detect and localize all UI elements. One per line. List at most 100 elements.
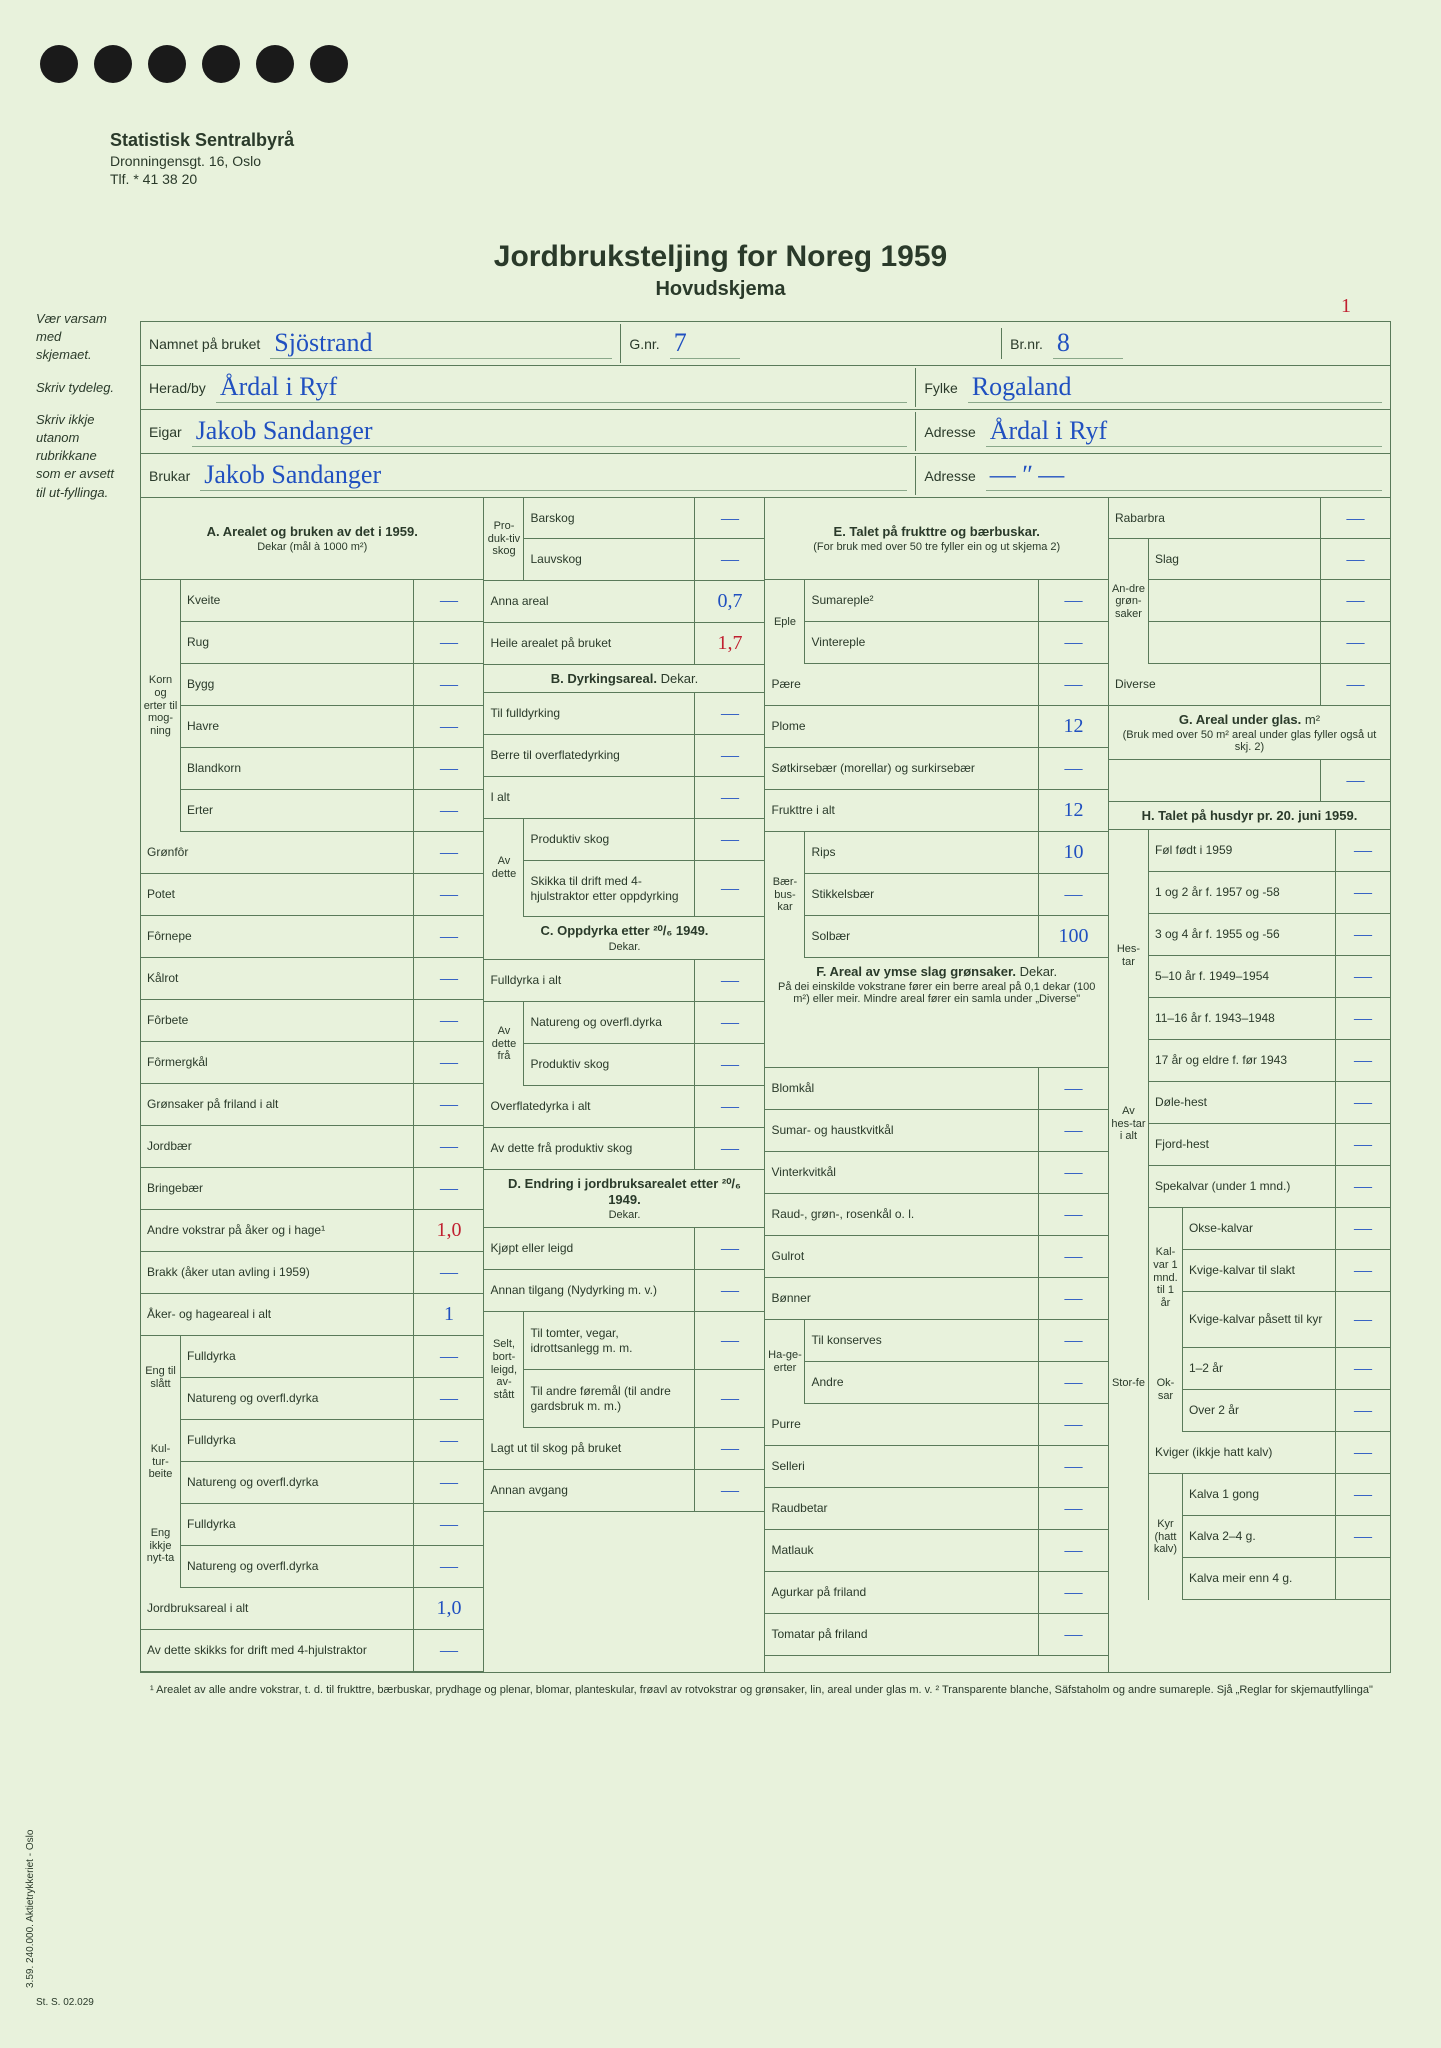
agurkar-value[interactable]: — [1038, 1572, 1108, 1613]
eigar-field[interactable]: Jakob Sandanger [192, 416, 908, 447]
gnr-field[interactable]: 7 [670, 328, 740, 359]
blomkal-value[interactable]: — [1038, 1068, 1108, 1109]
matlauk-value[interactable]: — [1038, 1530, 1108, 1571]
eng-fulldyrka-value[interactable]: — [413, 1336, 483, 1377]
h11-16-value[interactable]: — [1335, 998, 1390, 1039]
h3-4-value[interactable]: — [1335, 914, 1390, 955]
forbete-value[interactable]: — [413, 1000, 483, 1041]
herad-field[interactable]: Årdal i Ryf [216, 372, 908, 403]
kviger-value[interactable]: — [1335, 1432, 1390, 1473]
h17-value[interactable]: — [1335, 1040, 1390, 1081]
kvigekalvar-kyr-value[interactable]: — [1335, 1292, 1390, 1347]
berre-overfl-value[interactable]: — [694, 735, 764, 776]
diverse-value[interactable]: — [1320, 664, 1390, 705]
paere-value[interactable]: — [1038, 664, 1108, 705]
kveite-value[interactable]: — [413, 580, 483, 621]
skikka-4hj-value[interactable]: — [694, 861, 764, 916]
solbaer-value[interactable]: 100 [1038, 916, 1108, 957]
blandkorn-value[interactable]: — [413, 748, 483, 789]
bonner-value[interactable]: — [1038, 1278, 1108, 1319]
farm-name-field[interactable]: Sjöstrand [270, 328, 612, 359]
til-konserves-value[interactable]: — [1038, 1320, 1108, 1361]
o-over2-value[interactable]: — [1335, 1390, 1390, 1431]
til-fulldyrking-value[interactable]: — [694, 693, 764, 734]
kalva2-4-value[interactable]: — [1335, 1516, 1390, 1557]
vinterkvitkal-value[interactable]: — [1038, 1152, 1108, 1193]
eng-natureng-value[interactable]: — [413, 1378, 483, 1419]
plome-value[interactable]: 12 [1038, 706, 1108, 747]
sotkirsebaer-value[interactable]: — [1038, 748, 1108, 789]
lauvskog-value[interactable]: — [694, 539, 764, 580]
kvigekalvar-slakt-value[interactable]: — [1335, 1250, 1390, 1291]
annan-avgang-value[interactable]: — [694, 1470, 764, 1511]
kjopt-value[interactable]: — [694, 1228, 764, 1269]
kalva-meir-value[interactable] [1335, 1558, 1390, 1599]
spekalvar-value[interactable]: — [1335, 1166, 1390, 1207]
natureng-overfl-value[interactable]: — [694, 1002, 764, 1043]
andre-vokstrar-value[interactable]: 1,0 [413, 1210, 483, 1251]
annan-tilgang-value[interactable]: — [694, 1270, 764, 1311]
ein-fulldyrka-value[interactable]: — [413, 1504, 483, 1545]
selleri-value[interactable]: — [1038, 1446, 1108, 1487]
dolehest-value[interactable]: — [1335, 1082, 1390, 1123]
bringebaer-value[interactable]: — [413, 1168, 483, 1209]
ialt-value[interactable]: — [694, 777, 764, 818]
ag-blank1-value[interactable]: — [1320, 580, 1390, 621]
brukar-field[interactable]: Jakob Sandanger [200, 460, 907, 491]
gronsaker-friland-value[interactable]: — [413, 1084, 483, 1125]
raud-gron-value[interactable]: — [1038, 1194, 1108, 1235]
sumareple-value[interactable]: — [1038, 580, 1108, 621]
gulrot-value[interactable]: — [1038, 1236, 1108, 1277]
potet-value[interactable]: — [413, 874, 483, 915]
til-andre-value[interactable]: — [694, 1370, 764, 1427]
gronfor-value[interactable]: — [413, 832, 483, 873]
o1-2-value[interactable]: — [1335, 1348, 1390, 1389]
h1-2-value[interactable]: — [1335, 872, 1390, 913]
stikkelsbaer-value[interactable]: — [1038, 874, 1108, 915]
adr2-field[interactable]: — ʺ — [986, 460, 1382, 491]
av-dette-4hj-value[interactable]: — [413, 1630, 483, 1671]
brnr-field[interactable]: 8 [1053, 328, 1123, 359]
erter-value[interactable]: — [413, 790, 483, 831]
fornepe-value[interactable]: — [413, 916, 483, 957]
produktiv-skog2-value[interactable]: — [694, 1044, 764, 1085]
adr1-field[interactable]: Årdal i Ryf [986, 416, 1382, 447]
raudbetar-value[interactable]: — [1038, 1488, 1108, 1529]
rug-value[interactable]: — [413, 622, 483, 663]
rips-value[interactable]: 10 [1038, 832, 1108, 873]
til-tomter-value[interactable]: — [694, 1312, 764, 1369]
produktiv-skog-value[interactable]: — [694, 819, 764, 860]
kb-natureng-value[interactable]: — [413, 1462, 483, 1503]
h5-10-value[interactable]: — [1335, 956, 1390, 997]
kalrot-value[interactable]: — [413, 958, 483, 999]
fylke-field[interactable]: Rogaland [968, 372, 1382, 403]
fulldyrka-alt-value[interactable]: — [694, 960, 764, 1001]
brakk-value[interactable]: — [413, 1252, 483, 1293]
tomatar-value[interactable]: — [1038, 1614, 1108, 1655]
ag-blank2-value[interactable]: — [1320, 622, 1390, 663]
kalva1-value[interactable]: — [1335, 1474, 1390, 1515]
frukttre-alt-value[interactable]: 12 [1038, 790, 1108, 831]
barskog-value[interactable]: — [694, 498, 764, 538]
rabarbra-value[interactable]: — [1320, 498, 1390, 538]
kb-fulldyrka-value[interactable]: — [413, 1420, 483, 1461]
aker-hage-value[interactable]: 1 [413, 1294, 483, 1335]
purre-value[interactable]: — [1038, 1404, 1108, 1445]
overfl-alt-value[interactable]: — [694, 1086, 764, 1127]
fol-value[interactable]: — [1335, 830, 1390, 871]
sumar-haust-value[interactable]: — [1038, 1110, 1108, 1151]
bygg-value[interactable]: — [413, 664, 483, 705]
heile-areal-value[interactable]: 1,7 [694, 623, 764, 664]
havre-value[interactable]: — [413, 706, 483, 747]
slag-value[interactable]: — [1320, 539, 1390, 579]
ein-natureng-value[interactable]: — [413, 1546, 483, 1587]
jord-alt-value[interactable]: 1,0 [413, 1588, 483, 1629]
formergkal-value[interactable]: — [413, 1042, 483, 1083]
lagt-skog-value[interactable]: — [694, 1428, 764, 1469]
andre-value[interactable]: — [1038, 1362, 1108, 1403]
oksekalvar-value[interactable]: — [1335, 1208, 1390, 1249]
g-blank1-value[interactable]: — [1320, 760, 1390, 801]
anna-areal-value[interactable]: 0,7 [694, 581, 764, 622]
av-fra-prod-value[interactable]: — [694, 1128, 764, 1169]
fjordhest-value[interactable]: — [1335, 1124, 1390, 1165]
